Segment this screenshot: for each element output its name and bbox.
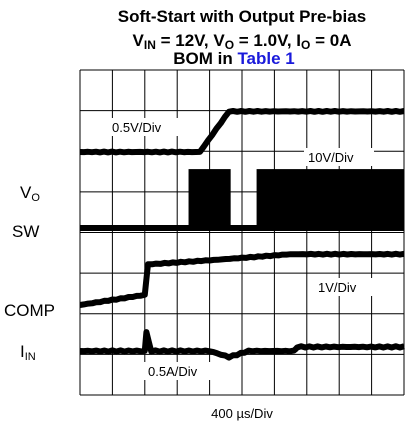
scale-label-bg — [108, 118, 178, 136]
title-part-sub: O — [225, 38, 234, 52]
channel-label-iin-main: I — [20, 342, 25, 361]
sw-burst-2 — [256, 169, 404, 231]
title-part: = 0A — [310, 31, 351, 50]
channel-label-comp: COMP — [4, 301, 55, 320]
table-1-link[interactable]: Table 1 — [237, 49, 294, 68]
chart-title: Soft-Start with Output Pre-bias VIN = 12… — [118, 7, 366, 68]
title-line-2: VIN = 12V, VO = 1.0V, IO = 0A — [133, 31, 352, 52]
scale-annotations: 0.5V/Div 10V/Div 1V/Div 0.5A/Div — [108, 118, 374, 380]
channel-label-vo-main: V — [20, 183, 32, 202]
sw-burst-1 — [188, 169, 231, 231]
trace-comp — [79, 250, 405, 308]
scale-label-vo: 0.5V/Div — [112, 120, 162, 135]
channel-label-vo: VO — [20, 183, 40, 204]
channel-labels: VO SW COMP IIN — [4, 183, 55, 363]
scale-label-bg — [314, 278, 374, 296]
scope-traces — [79, 108, 405, 361]
title-part-sub: O — [301, 38, 310, 52]
trace-vo — [79, 108, 405, 156]
title-line-1: Soft-Start with Output Pre-bias — [118, 7, 366, 26]
title-line-3: BOM in Table 1 — [173, 49, 295, 68]
scale-label-iin: 0.5A/Div — [148, 364, 198, 379]
trace-iin — [79, 329, 405, 361]
scale-label-sw: 10V/Div — [308, 150, 354, 165]
scale-label-bg — [144, 362, 216, 380]
title-part: = 1.0V, I — [234, 31, 301, 50]
channel-label-sw: SW — [12, 222, 39, 241]
scale-label-comp: 1V/Div — [318, 280, 357, 295]
title-part: = 12V, V — [156, 31, 226, 50]
channel-label-iin: IIN — [20, 342, 36, 363]
title-part: V — [133, 31, 145, 50]
title-bom-prefix: BOM in — [173, 49, 237, 68]
title-part-sub: IN — [144, 38, 156, 52]
channel-label-iin-sub: IN — [25, 351, 36, 363]
channel-label-vo-sub: O — [31, 192, 40, 204]
scale-label-bg — [304, 148, 374, 166]
timebase-label: 400 µs/Div — [211, 406, 273, 421]
